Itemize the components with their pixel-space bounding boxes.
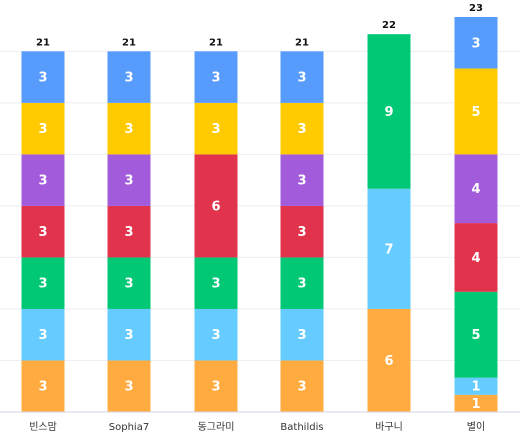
segment-value-label: 9 [384, 105, 393, 120]
bar-total-label: 21 [36, 37, 50, 48]
x-tick-label: 바구니 [375, 421, 403, 433]
bar-total-label: 21 [295, 37, 309, 48]
x-tick-label: 빈스맘 [29, 421, 57, 433]
bar-segment [194, 360, 238, 412]
segment-value-label: 4 [471, 251, 480, 266]
bar-segment [107, 360, 151, 412]
bar-segment [194, 154, 238, 258]
bar-segment [21, 205, 65, 258]
segment-value-label: 1 [471, 380, 480, 395]
bar-total-label: 21 [209, 37, 223, 48]
segment-value-label: 7 [384, 242, 393, 257]
bar-segment [21, 51, 65, 103]
bar-segment [107, 51, 151, 103]
segment-value-label: 3 [124, 122, 133, 137]
segment-value-label: 3 [38, 122, 47, 137]
bar-segment [454, 223, 498, 292]
bar-segment [454, 68, 498, 155]
bar-stack: 3 3 3 6 3 3 [194, 51, 238, 412]
segment-value-label: 3 [38, 277, 47, 292]
bar-segment [454, 377, 498, 395]
segment-value-label: 4 [471, 182, 480, 197]
segment-value-label: 3 [471, 36, 480, 51]
bar-segment [280, 360, 324, 412]
bar-segment [21, 102, 65, 155]
segment-value-label: 3 [38, 174, 47, 189]
segment-value-label: 3 [38, 225, 47, 240]
segment-value-label: 3 [297, 71, 306, 86]
bar-segment [280, 205, 324, 258]
bar-stack: 1 1 5 4 4 5 3 [454, 17, 498, 412]
bar-segment [107, 257, 151, 309]
segment-value-label: 5 [471, 105, 480, 120]
segment-value-label: 6 [384, 354, 393, 369]
segment-value-label: 3 [38, 328, 47, 343]
bar-segment [21, 257, 65, 309]
segment-value-label: 3 [297, 122, 306, 137]
bar-total-label: 21 [122, 37, 136, 48]
segment-value-label: 3 [124, 328, 133, 343]
bar-segment [454, 17, 498, 69]
segment-value-label: 3 [211, 380, 220, 395]
bar-segment [107, 308, 151, 361]
bar-total-label: 23 [469, 3, 483, 14]
segment-value-label: 3 [211, 122, 220, 137]
bar-segment [194, 257, 238, 309]
segment-value-label: 3 [211, 328, 220, 343]
bar-segment [280, 308, 324, 361]
bar-stack: 3 3 3 3 3 3 3 [21, 51, 65, 412]
segment-value-label: 6 [211, 199, 220, 214]
bar-segment [367, 308, 411, 412]
segment-value-label: 3 [124, 277, 133, 292]
segment-value-label: 3 [211, 71, 220, 86]
x-tick-label: 별이 [467, 421, 485, 433]
segment-value-label: 3 [124, 225, 133, 240]
bar-stack: 3 3 3 3 3 3 3 [107, 51, 151, 412]
bar-segment [21, 308, 65, 361]
bar-segment [194, 102, 238, 155]
segment-value-label: 3 [38, 380, 47, 395]
bar-segment [107, 102, 151, 155]
bar-segment [454, 154, 498, 224]
bar-segment [454, 291, 498, 378]
segment-value-label: 5 [471, 328, 480, 343]
bar-segment [107, 205, 151, 258]
x-tick-label: 동그라미 [198, 421, 235, 433]
segment-value-label: 3 [297, 174, 306, 189]
bar-stack: 3 3 3 3 3 3 3 [280, 51, 324, 412]
segment-value-label: 3 [124, 174, 133, 189]
total-labels: 21 21 21 21 22 23 [36, 3, 483, 48]
bar-segment [21, 154, 65, 206]
bar-segment [194, 308, 238, 361]
bar-total-label: 22 [382, 20, 396, 31]
x-tick-label: Bathildis [280, 422, 323, 433]
segment-value-label: 3 [297, 225, 306, 240]
segment-value-label: 3 [297, 380, 306, 395]
bar-segment [454, 394, 498, 412]
bar-segment [194, 51, 238, 103]
bar-segment [21, 360, 65, 412]
bar-segment [367, 34, 411, 189]
bar-segment [280, 154, 324, 206]
bar-segment [280, 102, 324, 155]
segment-value-label: 3 [211, 277, 220, 292]
segment-value-label: 1 [471, 397, 480, 412]
segment-value-label: 3 [124, 71, 133, 86]
x-axis-tick-labels: 빈스맘 Sophia7 동그라미 Bathildis 바구니 별이 [29, 421, 485, 433]
gridlines [0, 50, 520, 361]
segment-value-label: 3 [297, 277, 306, 292]
bar-segment [107, 154, 151, 206]
bar-stack: 6 7 9 [367, 34, 411, 412]
segment-value-label: 3 [124, 380, 133, 395]
x-tick-label: Sophia7 [109, 422, 149, 433]
bar-segment [280, 257, 324, 309]
bar-segment [367, 188, 411, 309]
segment-value-label: 3 [297, 328, 306, 343]
segment-value-label: 3 [38, 71, 47, 86]
bar-segment [280, 51, 324, 103]
